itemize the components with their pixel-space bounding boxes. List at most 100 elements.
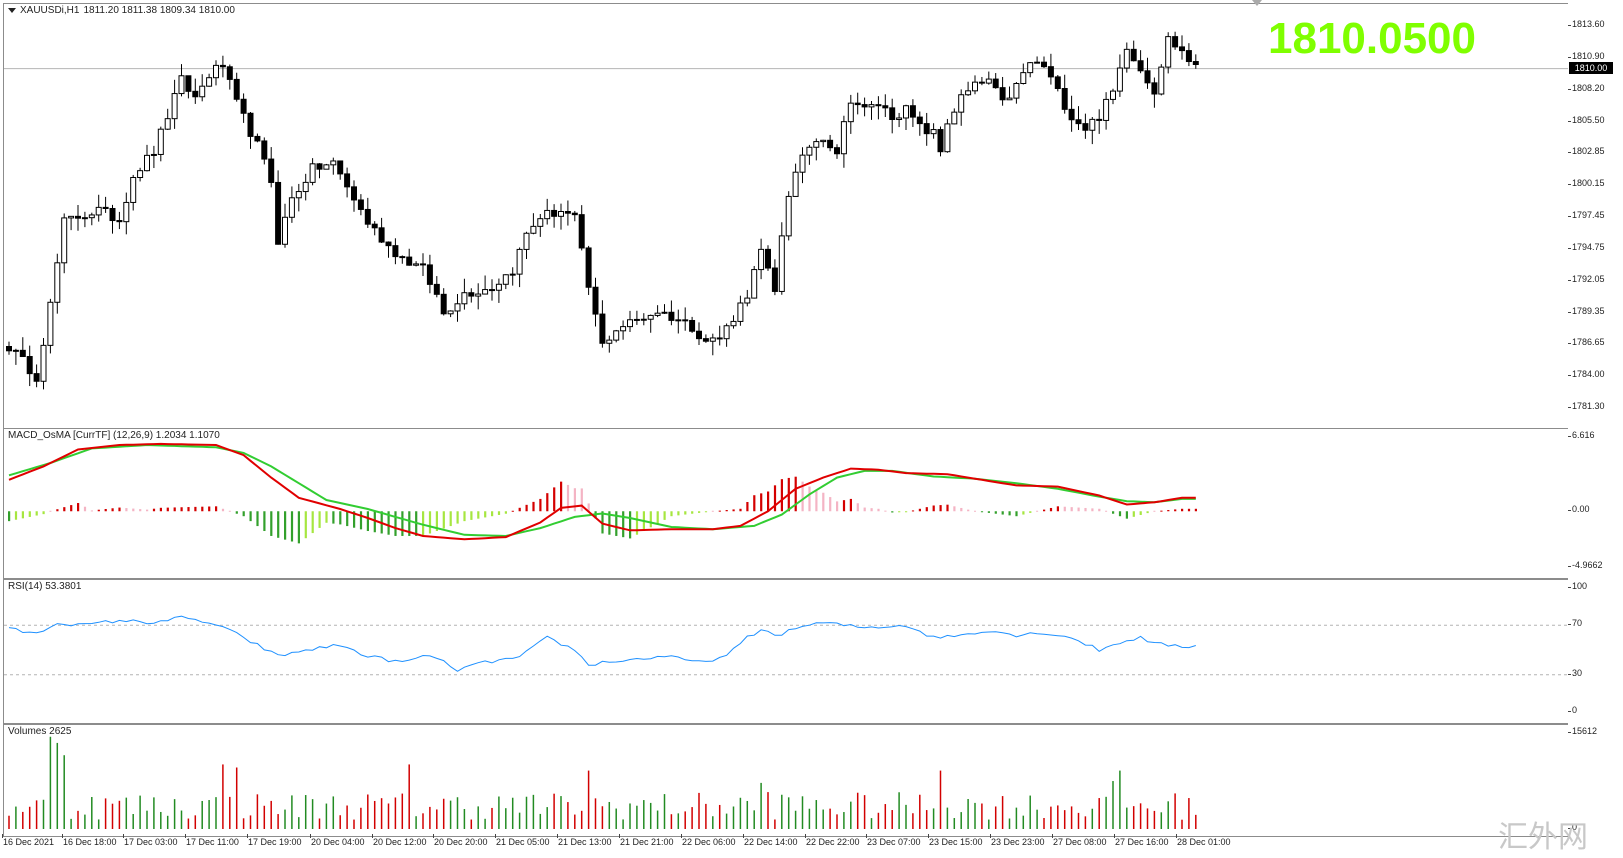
macd-histogram-bar: [635, 511, 639, 535]
candle: [813, 138, 820, 161]
macd-histogram-bar: [946, 504, 949, 512]
candle: [392, 238, 399, 265]
macd-histogram-bar: [573, 488, 576, 512]
macd-histogram-bar: [56, 509, 59, 512]
macd-histogram-bar: [856, 503, 859, 512]
price-pane[interactable]: XAUUSDi,H1 1811.20 1811.38 1809.34 1810.0…: [3, 3, 1569, 429]
macd-histogram-bar: [235, 511, 238, 514]
candle: [620, 320, 627, 340]
axis-tick: [1568, 436, 1571, 437]
macd-histogram-bar: [732, 509, 735, 512]
axis-label: 1792.05: [1572, 273, 1605, 284]
macd-histogram-bar: [159, 507, 162, 512]
axis-tick: [1568, 184, 1571, 186]
time-label: 22 Dec 06:00: [682, 837, 736, 847]
price-axis[interactable]: 1813.60 1810.90 1808.20 1805.50 1802.85 1800.…: [1568, 3, 1623, 429]
time-tick: [1052, 834, 1053, 838]
macd-pane[interactable]: MACD_OsMA [CurrTF] (12,26,9) 1.2034 1.10…: [3, 428, 1569, 579]
candle: [240, 93, 247, 123]
candle: [12, 348, 19, 365]
time-axis[interactable]: 16 Dec 2021 16 Dec 18:00 17 Dec 03:00 17 De…: [0, 834, 1623, 858]
axis-tick: [1568, 152, 1571, 154]
axis-label: 1802.85: [1572, 146, 1605, 157]
macd-histogram-bar: [746, 501, 749, 512]
macd-histogram-bar: [518, 507, 521, 512]
rsi-pane[interactable]: RSI(14) 53.3801: [3, 579, 1569, 724]
time-label: 20 Dec 04:00: [311, 837, 365, 847]
candle: [1089, 117, 1096, 145]
candle: [820, 139, 827, 148]
candle: [530, 213, 537, 235]
macd-histogram-bar: [1139, 511, 1142, 515]
scroll-marker-icon[interactable]: [1252, 0, 1262, 6]
macd-histogram-bar: [359, 511, 363, 530]
volumes-axis[interactable]: 15612 0: [1568, 724, 1623, 837]
candlestick-chart[interactable]: [4, 4, 1568, 428]
macd-histogram-bar: [180, 507, 183, 512]
candle: [861, 97, 868, 117]
axis-tick: [1568, 311, 1571, 313]
macd-histogram-bar: [877, 508, 880, 512]
time-label: 28 Dec 01:00: [1177, 837, 1231, 847]
macd-histogram-bar: [111, 508, 114, 512]
axis-label: -4.9662: [1572, 560, 1603, 570]
candle: [564, 200, 571, 226]
macd-histogram-bar: [829, 497, 832, 512]
macd-histogram-bar: [794, 476, 797, 512]
time-label: 17 Dec 03:00: [124, 837, 178, 847]
candle: [461, 278, 468, 310]
candle: [130, 174, 137, 211]
candle: [723, 323, 730, 347]
candle: [709, 333, 716, 356]
macd-chart[interactable]: [4, 429, 1568, 578]
candle: [26, 345, 33, 387]
axis-tick: [1568, 279, 1571, 281]
macd-histogram-bar: [304, 511, 307, 539]
macd-histogram-bar: [553, 487, 556, 512]
macd-histogram-bar: [566, 484, 570, 512]
macd-histogram-bar: [201, 506, 204, 512]
candle: [965, 81, 972, 96]
axis-label: 1810.90: [1572, 50, 1605, 61]
time-tick: [866, 834, 867, 838]
candle: [778, 222, 785, 295]
candle: [102, 196, 109, 213]
macd-histogram-bar: [911, 510, 915, 512]
macd-histogram-bar: [780, 479, 783, 512]
candle: [233, 72, 240, 102]
candle: [840, 115, 847, 168]
axis-tick: [1568, 711, 1571, 712]
candle: [261, 137, 268, 165]
time-label: 16 Dec 18:00: [63, 837, 117, 847]
time-tick: [185, 834, 186, 838]
macd-histogram-bar: [1187, 508, 1191, 512]
candle: [226, 64, 233, 90]
chevron-down-icon[interactable]: [8, 7, 16, 13]
candle: [288, 186, 295, 223]
macd-histogram-bar: [704, 511, 708, 513]
candle: [675, 309, 682, 334]
time-tick: [2, 834, 3, 838]
candle: [806, 144, 813, 165]
time-tick: [1176, 834, 1177, 838]
candle: [744, 289, 751, 307]
candle: [178, 64, 185, 97]
candle: [88, 212, 95, 226]
rsi-axis[interactable]: 100 70 30 0: [1568, 579, 1623, 724]
candle: [344, 167, 351, 198]
volumes-pane[interactable]: Volumes 2625: [3, 724, 1569, 837]
rsi-chart[interactable]: [4, 580, 1568, 723]
candle: [489, 279, 495, 301]
macd-histogram-bar: [1036, 510, 1039, 512]
time-label: 22 Dec 22:00: [806, 837, 860, 847]
candle: [737, 295, 744, 326]
candle: [1165, 32, 1172, 74]
macd-axis[interactable]: 6.616 0.00 -4.9662: [1568, 428, 1623, 579]
time-tick: [310, 834, 311, 838]
symbol-label: XAUUSDi,H1: [20, 5, 80, 16]
candle: [606, 335, 613, 353]
volumes-chart[interactable]: [4, 725, 1568, 836]
candle: [157, 126, 164, 162]
macd-histogram-bar: [221, 508, 225, 512]
